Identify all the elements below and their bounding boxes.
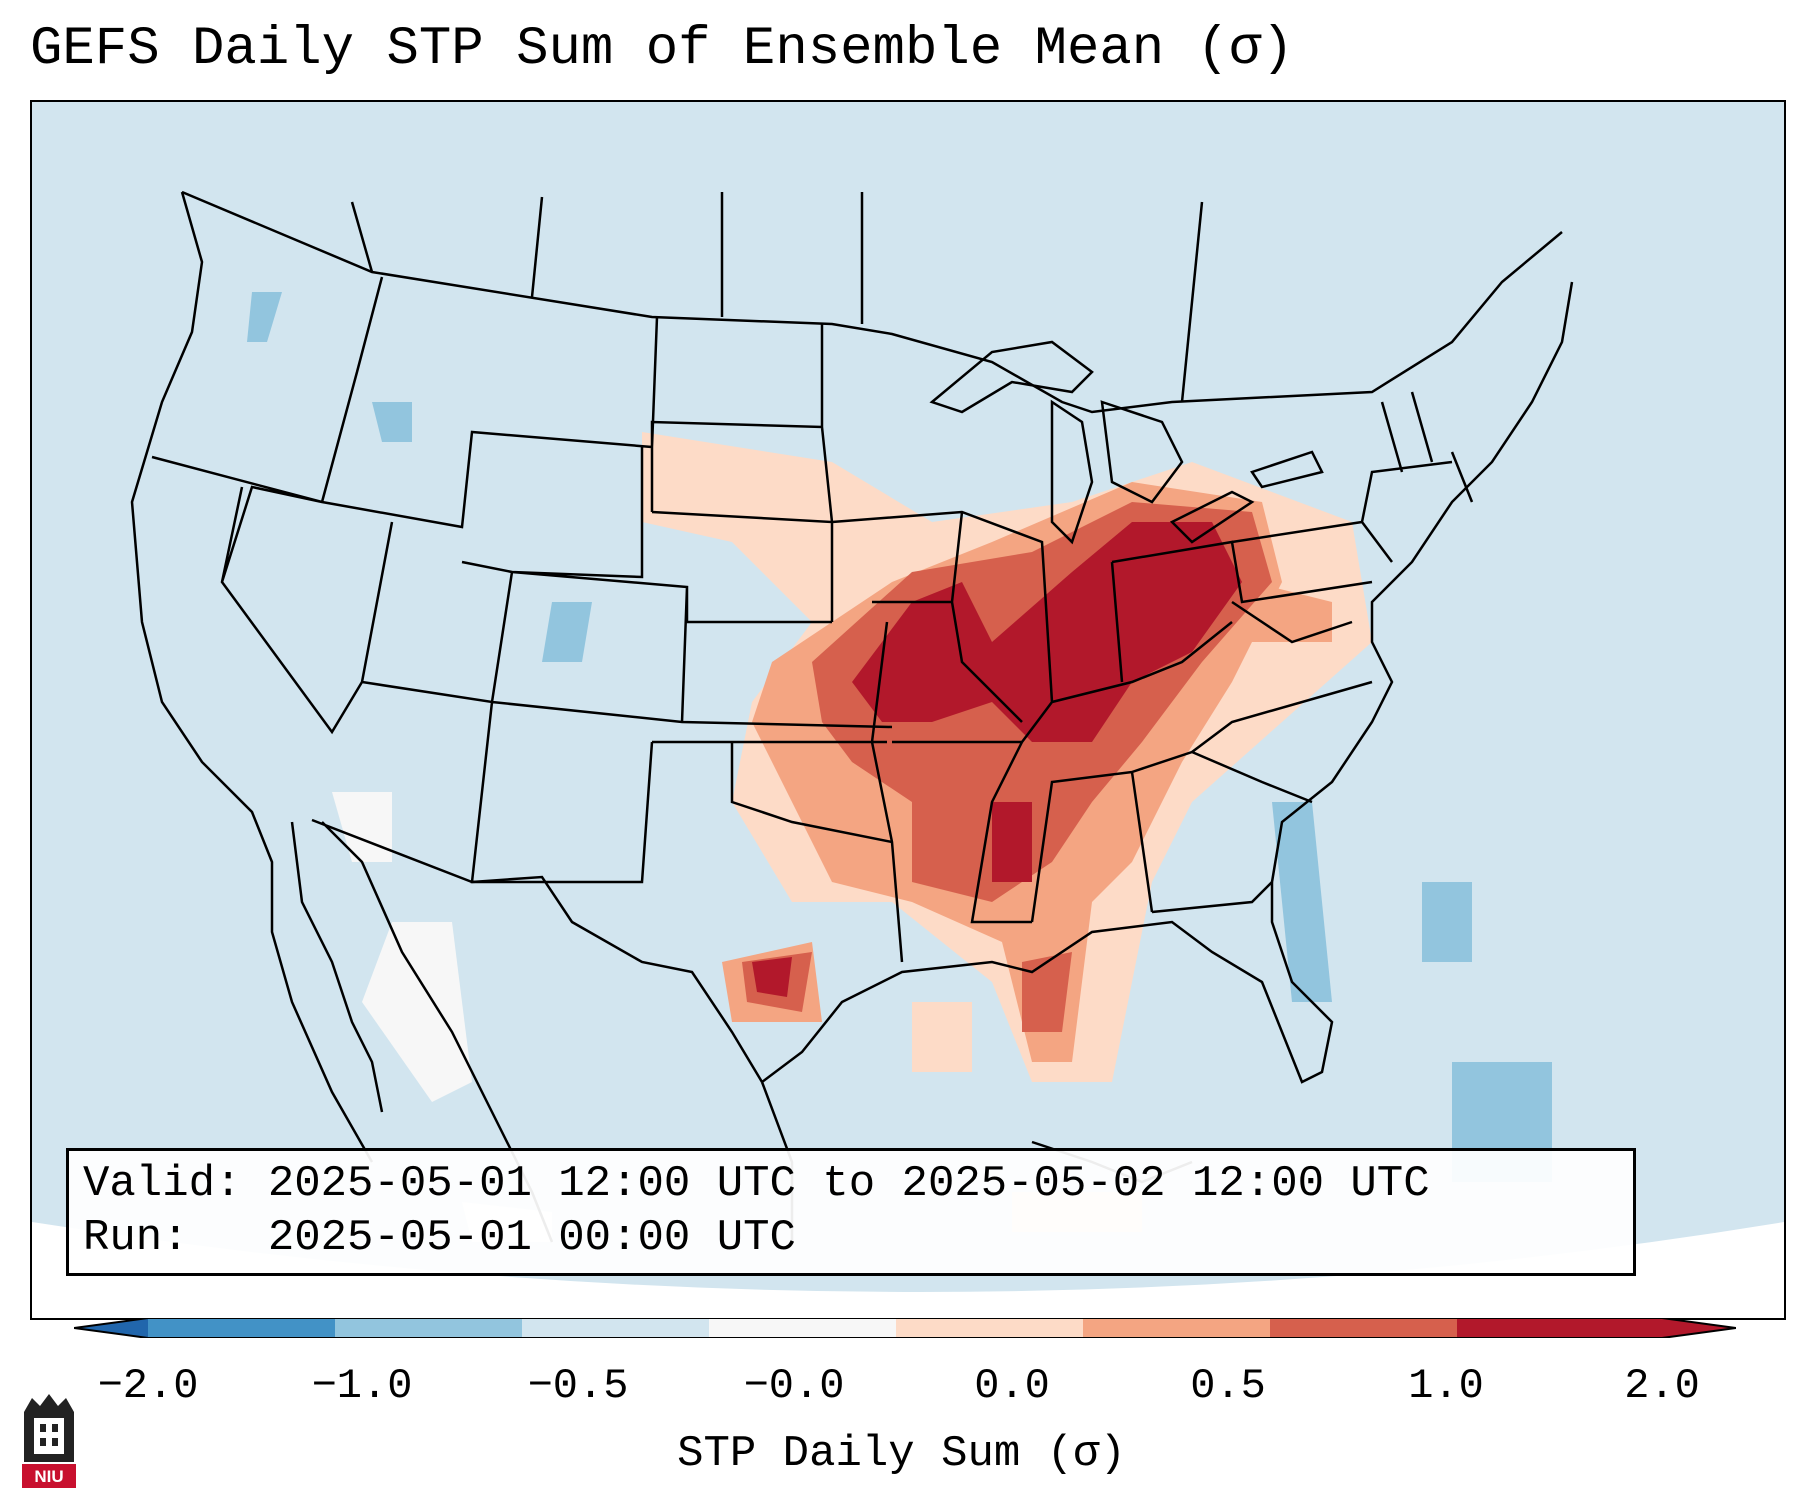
colorbar-tick-label: 2.0 <box>1624 1362 1700 1410</box>
map-panel <box>30 100 1786 1320</box>
state-lines-northeast <box>1231 391 1474 563</box>
colorbar-tick-label: −0.0 <box>743 1362 845 1410</box>
lake-huron <box>1100 400 1184 504</box>
stp-patch-darkred-ms <box>992 802 1032 882</box>
colorbar-segment <box>148 1318 335 1338</box>
colorbar-tick-label: −0.5 <box>527 1362 629 1410</box>
colorbar-segment <box>896 1318 1083 1338</box>
us-canada-border <box>181 190 1563 414</box>
stp-patch-blue-colorado <box>542 602 592 662</box>
lake-ontario <box>1250 450 1324 489</box>
stp-patch-red-gulf <box>1022 952 1072 1032</box>
stp-patch-light-gulf <box>912 1002 972 1072</box>
baja-california <box>290 821 384 1113</box>
state-lines-central <box>831 510 1373 963</box>
gulf-coast <box>761 882 1334 1084</box>
niu-logo: NIU <box>22 1394 76 1488</box>
canada-provinces <box>350 192 1204 403</box>
map-title: GEFS Daily STP Sum of Ensemble Mean (σ) <box>30 19 1294 80</box>
colorbar-tick-label: 1.0 <box>1408 1362 1484 1410</box>
colorbar-segment <box>709 1318 896 1338</box>
colorbar-tick-label: −2.0 <box>97 1362 199 1410</box>
stp-patch-blue-atlantic <box>1272 802 1332 1002</box>
lake-erie <box>1169 490 1255 544</box>
svg-text:NIU: NIU <box>34 1467 63 1486</box>
colorbar <box>74 1318 1736 1338</box>
colorbar-segment <box>522 1318 709 1338</box>
stp-map <box>32 102 1784 1318</box>
stp-patch-blue-bermuda <box>1422 882 1472 962</box>
stp-patch-blue-idaho <box>372 402 412 442</box>
colorbar-segment <box>1457 1318 1662 1338</box>
stp-patch-blue-wa <box>247 292 282 342</box>
valid-time-text: Valid: 2025-05-01 12:00 UTC to 2025-05-0… <box>83 1159 1430 1209</box>
colorbar-tick-label: 0.0 <box>974 1362 1050 1410</box>
state-lines-west <box>151 276 893 884</box>
projection-edge <box>32 1222 1784 1318</box>
stp-patch-darkred-tx <box>752 957 792 997</box>
validity-info-box: Valid: 2025-05-01 12:00 UTC to 2025-05-0… <box>66 1148 1636 1276</box>
colorbar-segment <box>1083 1318 1270 1338</box>
colorbar-segment <box>1270 1318 1457 1338</box>
colorbar-label: STP Daily Sum (σ) <box>677 1429 1126 1479</box>
run-time-text: Run: 2025-05-01 00:00 UTC <box>83 1213 796 1263</box>
lake-michigan <box>1050 399 1094 545</box>
east-coast <box>1270 281 1574 883</box>
stp-patch-white-baja <box>362 922 472 1102</box>
lake-superior <box>929 340 1094 414</box>
colorbar-tick-label: −1.0 <box>311 1362 413 1410</box>
colorbar-segment <box>335 1318 522 1338</box>
colorbar-tick-label: 0.5 <box>1190 1362 1266 1410</box>
colorbar-under-arrow <box>74 1318 148 1338</box>
west-coast <box>130 191 374 1163</box>
colorbar-over-arrow <box>1662 1318 1736 1338</box>
